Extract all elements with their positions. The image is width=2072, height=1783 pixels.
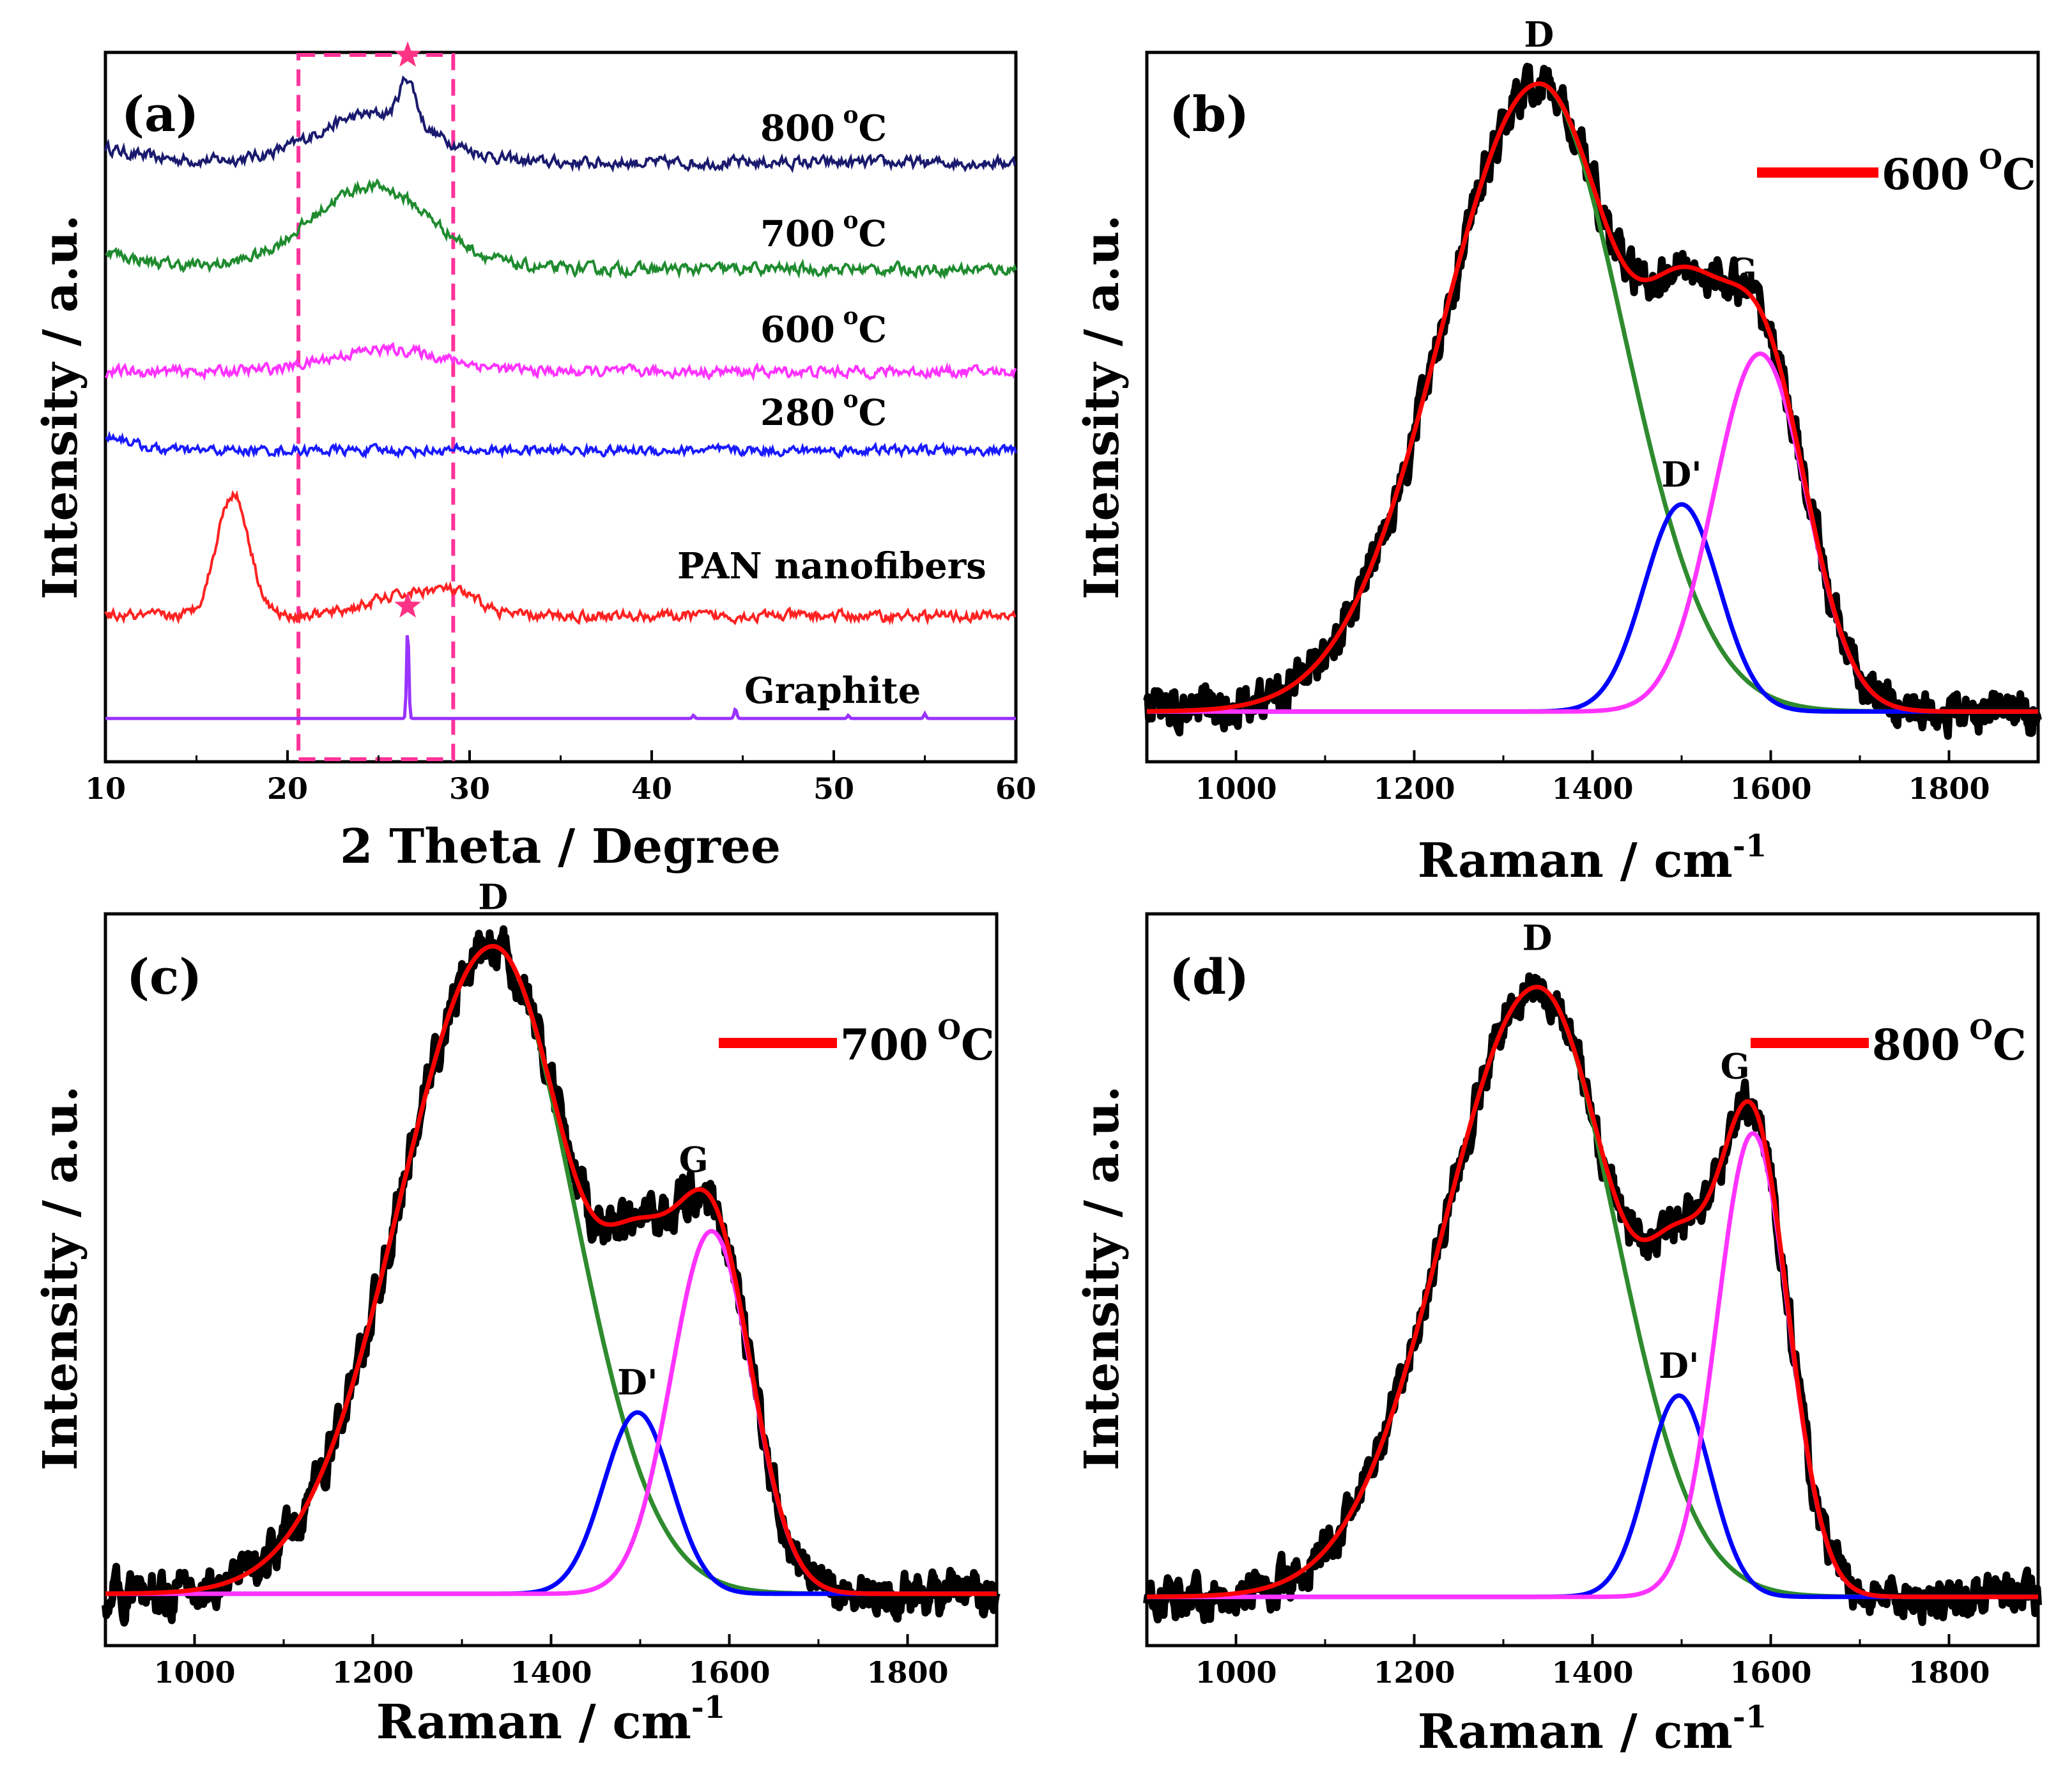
panel-a-y-axis-label: Intensity / a.u. [33,215,88,599]
xrd-series-700-c [105,178,1017,280]
panel-b-peak-label-D: D [1524,14,1554,55]
panel-b-raman-600: 1000 1200 1400 1600 1800 (b) Raman / cm-1 In… [1075,14,2042,888]
panel-a-series-group [104,41,1017,720]
panel-c-peak-label-G: G [679,1139,709,1180]
panel-d-raman-800: 1000 1200 1400 1600 1800 (d) Raman / cm-1 In… [1075,912,2042,1759]
panel-d-tick-label-1800: 1800 [1908,1655,1990,1690]
panel-d-peak-label-D-prime: D' [1659,1345,1699,1386]
panel-d-label: (d) [1169,948,1249,1005]
xrd-series-280-c [105,430,1017,459]
panel-b-tick-label-1800: 1800 [1908,771,1990,806]
panel-b-x-ticks: 1000 1200 1400 1600 1800 [1195,750,1990,806]
panel-d-plot [1143,972,2042,1626]
b-band-G [1147,351,2038,714]
panel-c-y-axis-label: Intensity / a.u. [33,1086,88,1470]
panel-a-highlight-box [296,53,456,761]
panel-d-tick-label-1000: 1000 [1195,1655,1277,1690]
panel-a-x-ticks: 10 20 30 40 50 60 [85,750,1036,806]
panel-a-label: (a) [121,86,199,143]
panel-c-peak-label-D: D [478,877,508,918]
panel-b-tick-label-1400: 1400 [1551,771,1633,806]
c-fit-total [105,944,997,1596]
panel-d-x-ticks: 1000 1200 1400 1600 1800 [1195,1634,1990,1690]
panel-c-tick-label-1400: 1400 [510,1655,592,1690]
panel-c-plot [102,925,1001,1627]
xrd-series-graphite [105,635,1016,720]
panel-d-legend-text: 800 OC [1872,1014,2027,1070]
series-label-800: 800 oC [760,102,887,150]
b-fit-total [1147,81,2038,714]
panel-a-tick-label-50: 50 [813,771,854,806]
d-fit-total [1147,985,2038,1600]
panel-c-x-axis-label: Raman / cm-1 [376,1690,725,1750]
c-experimental-data [102,925,1001,1627]
panel-b-peak-label-G: G [1728,251,1757,291]
panel-d-tick-label-1200: 1200 [1373,1655,1455,1690]
xrd-series-800-c [104,75,1017,174]
series-label-graphite: Graphite [744,670,921,712]
panel-b-tick-label-1200: 1200 [1373,771,1455,806]
series-label-280: 280 oC [760,386,887,434]
panel-c-label: (c) [127,948,202,1005]
panel-a-tick-label-30: 30 [449,771,490,806]
panel-b-y-axis-label: Intensity / a.u. [1075,215,1130,599]
panel-a-tick-label-20: 20 [267,771,308,806]
panel-c-tick-label-1600: 1600 [688,1655,770,1690]
panel-d-y-axis-label: Intensity / a.u. [1075,1086,1130,1470]
panel-b-tick-label-1600: 1600 [1730,771,1811,806]
panel-a-tick-label-10: 10 [85,771,126,806]
panel-c-raman-700: 1000 1200 1400 1600 1800 (c) Raman / cm-1 In… [33,877,1001,1750]
panel-b-tick-label-1000: 1000 [1195,771,1277,806]
panel-a-tick-label-40: 40 [631,771,672,806]
panel-c-legend-text: 700 OC [840,1014,995,1070]
series-label-600: 600 oC [760,303,887,351]
star-marker [394,592,421,618]
panel-b-plot [1143,63,2042,740]
panel-c-tick-label-1000: 1000 [153,1655,235,1690]
xrd-series-pan-nanofibers [104,490,1017,626]
panel-b-x-axis-label: Raman / cm-1 [1418,828,1767,888]
panel-c-tick-label-1800: 1800 [866,1655,948,1690]
panel-d-x-axis-label: Raman / cm-1 [1418,1699,1767,1759]
panel-d-peak-label-D: D [1523,917,1553,958]
panel-b-legend-text: 600 OC [1882,144,2036,199]
panel-b-peak-label-D-prime: D' [1661,454,1701,495]
panel-c-x-ticks: 1000 1200 1400 1600 1800 [153,1634,949,1690]
c-band-G [105,1228,997,1596]
xrd-series-600-c [104,341,1017,382]
panel-a-tick-label-60: 60 [995,771,1036,806]
series-label-pan: PAN nanofibers [677,545,986,587]
d-experimental-data [1143,972,2042,1626]
d-band-D [1147,985,2038,1600]
series-label-700: 700 oC [760,207,887,255]
panel-b-label: (b) [1169,86,1249,143]
panel-d-tick-label-1600: 1600 [1730,1655,1811,1690]
panel-c-tick-label-1200: 1200 [332,1655,413,1690]
panel-c-peak-label-D-prime: D' [617,1362,657,1403]
panel-d-tick-label-1400: 1400 [1551,1655,1633,1690]
star-marker [394,41,421,67]
d-band-G [1147,1131,2038,1600]
panel-a-xrd: 10 20 30 40 50 60 (a) 2 Theta / Degree Intens… [33,41,1036,874]
panel-a-x-axis-label: 2 Theta / Degree [340,819,781,874]
panel-d-peak-label-G: G [1721,1046,1750,1087]
